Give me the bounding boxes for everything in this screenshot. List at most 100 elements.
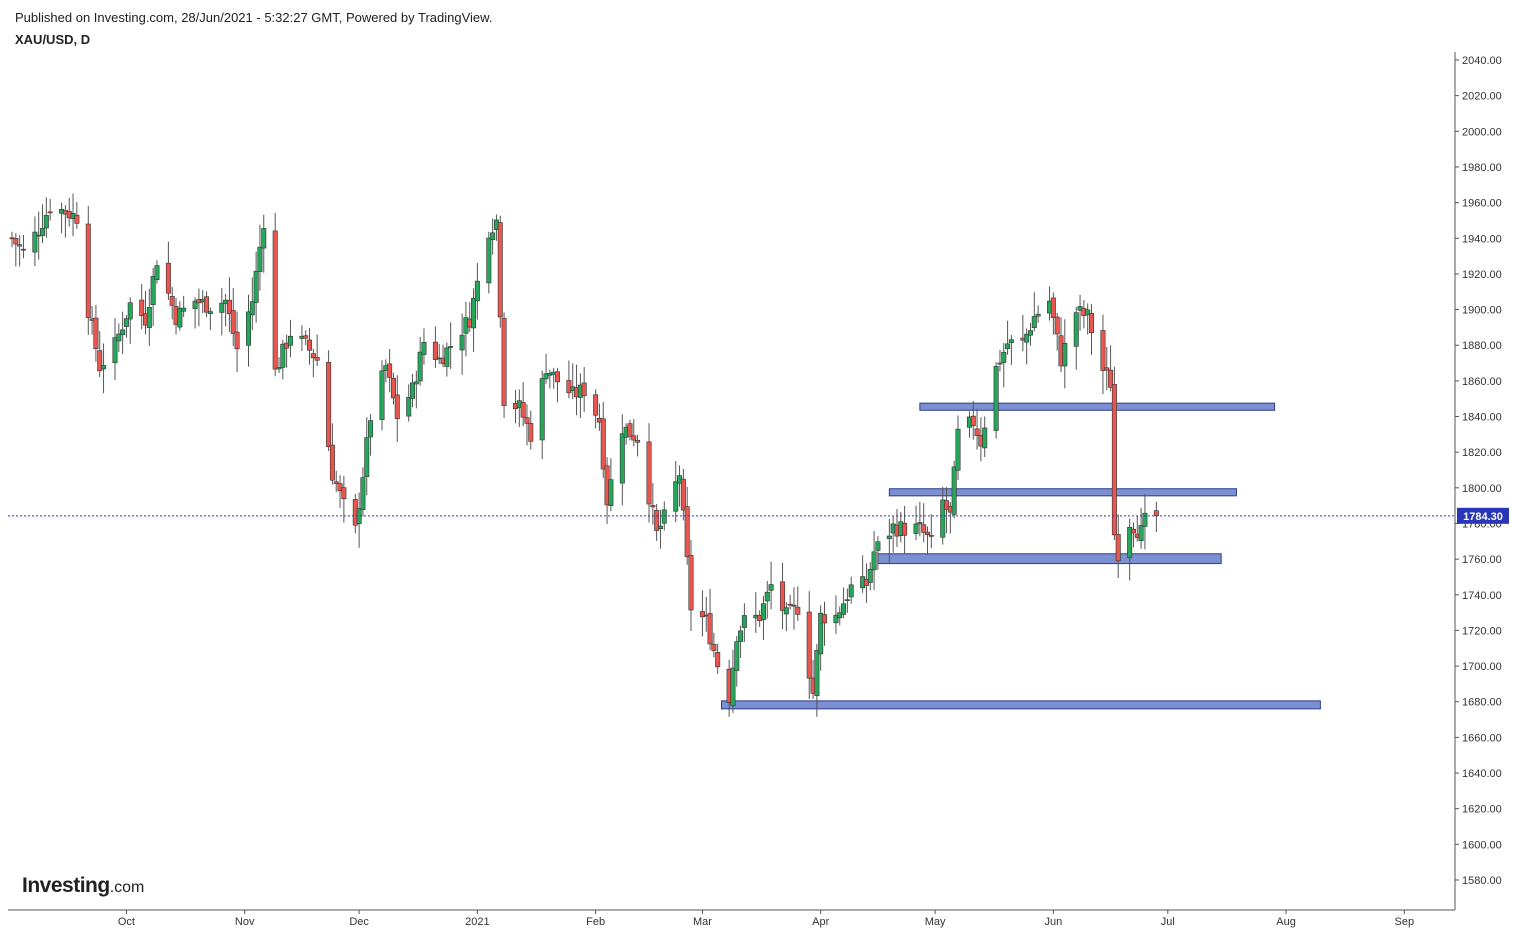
candle-body	[951, 466, 957, 515]
candle-body	[1100, 330, 1106, 371]
zone-support-1678[interactable]	[721, 700, 1321, 710]
y-tick-label: 1660.00	[1462, 732, 1502, 744]
candle-body	[234, 331, 240, 350]
candles-layer	[9, 193, 1159, 717]
candle-body	[783, 607, 789, 615]
candle-body	[806, 611, 812, 679]
candle-body	[287, 335, 293, 346]
candle-body	[165, 262, 171, 294]
candle-body	[768, 584, 774, 591]
candle-body	[795, 606, 801, 615]
published-caption: Published on Investing.com, 28/Jun/2021 …	[15, 10, 493, 25]
candle-body	[40, 228, 46, 236]
candle-body	[1104, 367, 1110, 371]
candle-body	[646, 441, 652, 505]
candle-body	[272, 230, 278, 370]
x-tick-label: Nov	[235, 916, 255, 928]
candle-body	[688, 555, 694, 611]
y-tick-label: 1580.00	[1462, 875, 1502, 887]
y-tick-label: 1960.00	[1462, 198, 1502, 210]
x-tick-label: 2021	[465, 916, 489, 928]
candle-body	[780, 581, 786, 611]
candle-body	[123, 318, 129, 327]
candle-body	[1005, 343, 1011, 350]
candle-body	[1153, 510, 1159, 517]
candle-body	[1108, 369, 1114, 388]
candle-body	[734, 641, 740, 671]
candle-body	[459, 334, 465, 351]
candle-body	[1138, 525, 1144, 542]
candle-body	[390, 377, 396, 399]
candle-body	[74, 214, 80, 224]
y-tick-label: 2000.00	[1462, 126, 1502, 138]
candle-body	[139, 299, 145, 316]
candle-body	[379, 370, 385, 421]
candle-body	[1062, 342, 1068, 367]
candle-body	[902, 522, 908, 536]
y-tick-label: 1760.00	[1462, 554, 1502, 566]
candle-body	[341, 487, 347, 500]
candle-body	[543, 373, 549, 380]
y-tick-label: 1700.00	[1462, 661, 1502, 673]
candle-body	[539, 378, 545, 441]
candle-body	[1089, 313, 1095, 334]
zone-resistance-1845[interactable]	[919, 402, 1276, 411]
candle-body	[116, 333, 122, 342]
candle-body	[524, 417, 530, 424]
y-tick-label: 1840.00	[1462, 412, 1502, 424]
candle-body	[982, 427, 988, 449]
logo-suffix: .com	[109, 879, 145, 896]
candle-body	[333, 481, 339, 484]
candle-body	[146, 307, 152, 328]
y-tick-label: 2020.00	[1462, 91, 1502, 103]
candle-body	[955, 428, 961, 471]
candle-body	[486, 237, 492, 284]
candle-body	[600, 418, 606, 470]
y-tick-label: 1920.00	[1462, 269, 1502, 281]
candle-body	[875, 541, 881, 551]
candle-body	[43, 215, 49, 229]
zone-support-1760[interactable]	[877, 553, 1222, 565]
candle-body	[581, 382, 587, 396]
candle-body	[1031, 316, 1037, 328]
candle-body	[32, 231, 38, 253]
candle-body	[284, 342, 290, 349]
y-tick-label: 1600.00	[1462, 839, 1502, 851]
candle-body	[406, 397, 412, 417]
candle-body	[650, 505, 656, 508]
candle-body	[760, 603, 766, 620]
y-tick-label: 1720.00	[1462, 625, 1502, 637]
candle-body	[913, 523, 919, 534]
candle-body	[471, 298, 477, 329]
y-tick-label: 2040.00	[1462, 55, 1502, 67]
axes-layer: 1580.00 1600.00 1620.00 1640.00 1660.00 1680.…	[8, 52, 1509, 928]
candle-body	[917, 522, 923, 525]
candle-body	[619, 433, 625, 484]
zones-layer	[721, 402, 1321, 710]
candle-body	[444, 347, 450, 367]
x-tick-label: Dec	[349, 916, 369, 928]
candle-body	[1050, 297, 1056, 319]
zone-resistance-1797[interactable]	[888, 488, 1237, 497]
candle-body	[169, 296, 175, 306]
candle-body	[661, 509, 667, 524]
candle-body	[997, 362, 1003, 365]
candle-body	[154, 265, 160, 281]
candle-body	[101, 365, 107, 370]
candle-body	[974, 428, 980, 436]
candle-body	[608, 479, 614, 506]
candle-body	[787, 603, 793, 606]
y-tick-label: 1880.00	[1462, 340, 1502, 352]
candle-body	[635, 439, 641, 443]
x-tick-label: Apr	[812, 916, 829, 928]
candle-body	[791, 604, 797, 607]
candle-body	[497, 222, 503, 318]
candle-body	[707, 613, 713, 645]
candle-body	[276, 367, 282, 370]
candle-body	[249, 301, 255, 316]
candle-body	[1142, 512, 1148, 527]
candle-body	[85, 223, 91, 318]
candle-body	[314, 357, 320, 361]
x-tick-label: Jul	[1161, 916, 1175, 928]
